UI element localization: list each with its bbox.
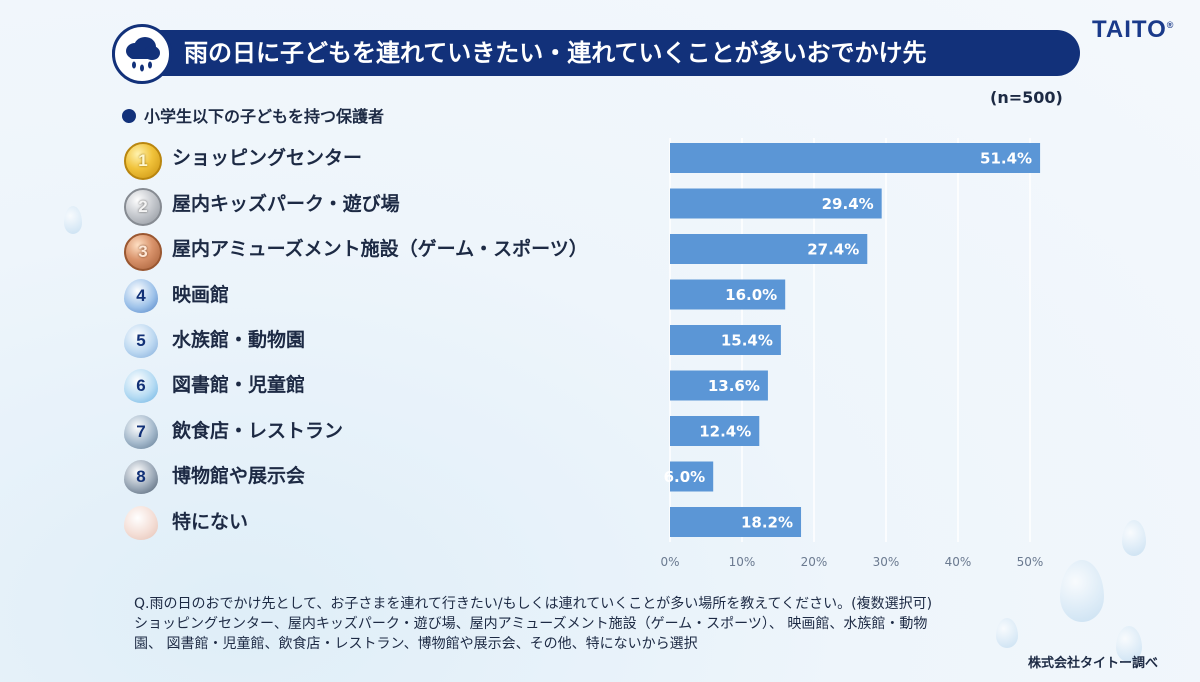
bar — [670, 416, 760, 446]
background-raindrop — [996, 618, 1018, 648]
bar — [670, 507, 802, 537]
tick-label: 50% — [1017, 555, 1044, 569]
question-footnote: Q.雨の日のおでかけ先として、お子さまを連れて行きたい/もしくは連れていくことが… — [134, 594, 1094, 654]
data-label: 13.6% — [708, 377, 760, 395]
data-label: 6.0% — [664, 468, 706, 486]
category-label: ショッピングセンター — [172, 147, 363, 169]
background-raindrop — [1122, 520, 1146, 556]
raindrop-rank-icon: 4 — [124, 279, 158, 313]
tick-label: 40% — [945, 555, 972, 569]
tick-label: 10% — [729, 555, 756, 569]
data-label: 15.4% — [721, 332, 773, 350]
raindrop-rank-icon: 5 — [124, 324, 158, 358]
respondent-label-text: 小学生以下の子どもを持つ保護者 — [144, 107, 385, 126]
rain-cloud-icon — [112, 24, 172, 84]
source-credit: 株式会社タイトー調べ — [1028, 656, 1159, 671]
rank-number: 2 — [138, 197, 148, 216]
data-label: 18.2% — [741, 514, 793, 532]
bar — [670, 188, 882, 219]
rank-number: 5 — [136, 331, 146, 350]
rank-number: 1 — [138, 151, 148, 170]
raindrop-rank-icon: 7 — [124, 415, 158, 449]
rank-number: 3 — [138, 242, 148, 261]
background-raindrop — [1060, 560, 1104, 622]
bar — [670, 370, 768, 401]
silver-medal-icon: 2 — [124, 188, 162, 226]
category-label: 飲食店・レストラン — [172, 420, 344, 442]
respondent-label: 小学生以下の子どもを持つ保護者 — [122, 103, 384, 127]
category-label: 屋内アミューズメント施設（ゲーム・スポーツ） — [172, 238, 588, 260]
rank-number: 7 — [136, 422, 146, 441]
rank-number: 4 — [136, 286, 146, 305]
taito-logo: TAITO® — [1092, 16, 1174, 44]
raindrop-rank-icon: 8 — [124, 460, 158, 494]
bar — [670, 143, 1041, 173]
footnote-line: ショッピングセンター、屋内キッズパーク・遊び場、屋内アミューズメント施設（ゲーム… — [134, 616, 928, 632]
category-label: 屋内キッズパーク・遊び場 — [172, 193, 400, 215]
chart-title: 雨の日に子どもを連れていきたい・連れていくことが多いおでかけ先 — [184, 39, 927, 67]
bar — [670, 234, 868, 264]
raindrop-rank-icon — [124, 506, 158, 540]
background-raindrop — [64, 206, 82, 234]
logo-text: TAITO — [1092, 16, 1167, 43]
data-label: 29.4% — [822, 195, 874, 213]
category-label: 映画館 — [172, 284, 230, 306]
category-label: 水族館・動物園 — [172, 329, 306, 351]
sample-size: (n=500) — [990, 88, 1063, 107]
tick-label: 20% — [801, 555, 828, 569]
data-label: 12.4% — [699, 423, 751, 441]
bar — [670, 461, 714, 492]
category-label: 図書館・児童館 — [172, 374, 306, 396]
bar — [670, 279, 786, 310]
category-label: 特にない — [172, 511, 249, 533]
footnote-line: Q.雨の日のおでかけ先として、お子さまを連れて行きたい/もしくは連れていくことが… — [134, 596, 933, 612]
rank-number: 8 — [136, 467, 146, 486]
registered-mark: ® — [1166, 20, 1175, 30]
data-label: 16.0% — [725, 286, 777, 304]
bar — [670, 325, 781, 355]
category-label: 博物館や展示会 — [172, 465, 306, 487]
data-label: 51.4% — [980, 150, 1032, 168]
tick-label: 0% — [660, 555, 679, 569]
gold-medal-icon: 1 — [124, 142, 162, 180]
title-banner — [112, 30, 1080, 76]
background-raindrop — [1116, 626, 1142, 662]
rank-number: 6 — [136, 376, 146, 395]
bronze-medal-icon: 3 — [124, 233, 162, 271]
data-label: 27.4% — [807, 241, 859, 259]
tick-label: 30% — [873, 555, 900, 569]
bullet-dot-icon — [122, 109, 136, 123]
footnote-line: 園、 図書館・児童館、飲食店・レストラン、博物館や展示会、その他、特にないから選… — [134, 636, 698, 652]
raindrop-rank-icon: 6 — [124, 369, 158, 403]
